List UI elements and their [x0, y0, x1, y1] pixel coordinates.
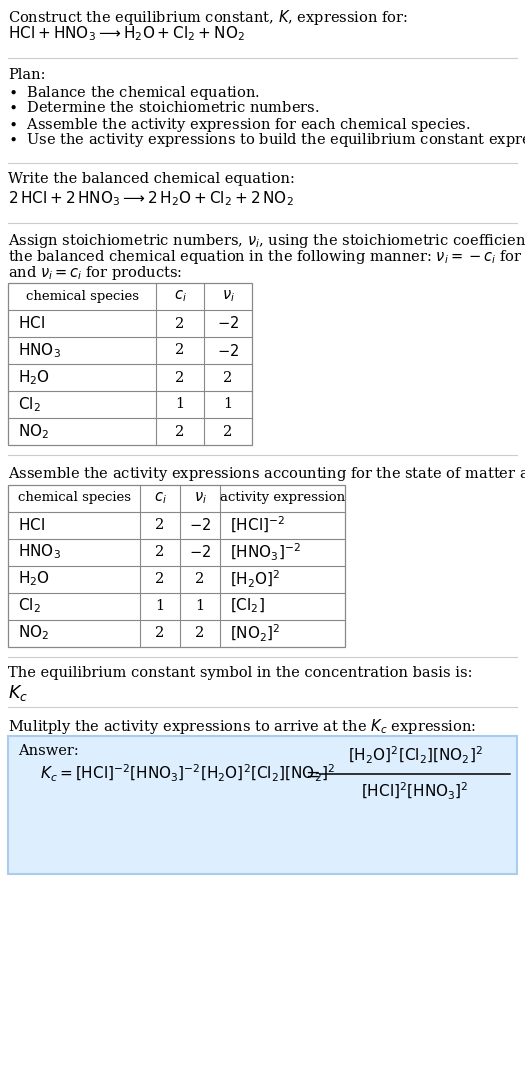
Text: chemical species: chemical species — [17, 491, 131, 504]
Text: $\mathrm{Cl_2}$: $\mathrm{Cl_2}$ — [18, 597, 41, 615]
Text: $\bullet$  Balance the chemical equation.: $\bullet$ Balance the chemical equation. — [8, 85, 260, 103]
Text: $[\mathrm{HNO_3}]^{-2}$: $[\mathrm{HNO_3}]^{-2}$ — [230, 541, 301, 563]
Text: $[\mathrm{H_2O}]^{2}$: $[\mathrm{H_2O}]^{2}$ — [230, 568, 280, 590]
Text: $[\mathrm{Cl_2}]$: $[\mathrm{Cl_2}]$ — [230, 597, 265, 615]
Text: chemical species: chemical species — [26, 290, 139, 303]
Text: $\nu_i$: $\nu_i$ — [222, 289, 235, 304]
Text: $-2$: $-2$ — [217, 316, 239, 332]
Text: $\bullet$  Determine the stoichiometric numbers.: $\bullet$ Determine the stoichiometric n… — [8, 100, 320, 114]
Text: 2: 2 — [223, 370, 233, 384]
Text: 2: 2 — [223, 425, 233, 439]
Text: Assemble the activity expressions accounting for the state of matter and $\nu_i$: Assemble the activity expressions accoun… — [8, 465, 525, 483]
Bar — [8, 736, 517, 874]
Text: 2: 2 — [155, 518, 165, 532]
Text: $\mathrm{HCl + HNO_3} \longrightarrow \mathrm{H_2O + Cl_2 + NO_2}$: $\mathrm{HCl + HNO_3} \longrightarrow \m… — [8, 25, 245, 43]
Text: 1: 1 — [195, 599, 205, 613]
Text: 2: 2 — [175, 317, 185, 331]
Text: Plan:: Plan: — [8, 68, 46, 82]
Text: The equilibrium constant symbol in the concentration basis is:: The equilibrium constant symbol in the c… — [8, 667, 472, 681]
Text: 2: 2 — [175, 370, 185, 384]
Text: $\nu_i$: $\nu_i$ — [194, 490, 206, 506]
Text: 2: 2 — [155, 572, 165, 586]
Text: $\mathrm{2\, HCl + 2\, HNO_3} \longrightarrow \mathrm{2\, H_2O + Cl_2 + 2\, NO_2: $\mathrm{2\, HCl + 2\, HNO_3} \longright… — [8, 189, 293, 208]
Text: activity expression: activity expression — [220, 491, 345, 504]
Text: $\mathrm{NO_2}$: $\mathrm{NO_2}$ — [18, 624, 49, 642]
Text: the balanced chemical equation in the following manner: $\nu_i = -c_i$ for react: the balanced chemical equation in the fo… — [8, 248, 525, 266]
Text: $c_i$: $c_i$ — [154, 490, 166, 506]
Text: 2: 2 — [175, 425, 185, 439]
Text: Write the balanced chemical equation:: Write the balanced chemical equation: — [8, 172, 295, 186]
Text: $\mathrm{NO_2}$: $\mathrm{NO_2}$ — [18, 423, 49, 441]
Text: 2: 2 — [175, 343, 185, 357]
Text: $K_c = [\mathrm{HCl}]^{-2} [\mathrm{HNO_3}]^{-2} [\mathrm{H_2O}]^{2} [\mathrm{Cl: $K_c = [\mathrm{HCl}]^{-2} [\mathrm{HNO_… — [40, 763, 335, 784]
Text: $[\mathrm{H_2O}]^{2} [\mathrm{Cl_2}] [\mathrm{NO_2}]^{2}$: $[\mathrm{H_2O}]^{2} [\mathrm{Cl_2}] [\m… — [348, 745, 482, 766]
Text: $\bullet$  Assemble the activity expression for each chemical species.: $\bullet$ Assemble the activity expressi… — [8, 116, 470, 134]
Text: Construct the equilibrium constant, $K$, expression for:: Construct the equilibrium constant, $K$,… — [8, 7, 408, 27]
Text: $[\mathrm{HCl}]^{2} [\mathrm{HNO_3}]^{2}$: $[\mathrm{HCl}]^{2} [\mathrm{HNO_3}]^{2}… — [361, 781, 469, 802]
Text: Mulitply the activity expressions to arrive at the $K_c$ expression:: Mulitply the activity expressions to arr… — [8, 717, 476, 735]
Text: $\mathrm{H_2O}$: $\mathrm{H_2O}$ — [18, 569, 50, 588]
Text: 2: 2 — [195, 626, 205, 640]
Text: $\mathrm{HCl}$: $\mathrm{HCl}$ — [18, 316, 45, 332]
Text: $\mathrm{HNO_3}$: $\mathrm{HNO_3}$ — [18, 341, 61, 360]
Text: $\mathrm{HCl}$: $\mathrm{HCl}$ — [18, 517, 45, 533]
Text: 2: 2 — [155, 545, 165, 559]
Text: $\bullet$  Use the activity expressions to build the equilibrium constant expres: $\bullet$ Use the activity expressions t… — [8, 131, 525, 149]
Text: Assign stoichiometric numbers, $\nu_i$, using the stoichiometric coefficients, $: Assign stoichiometric numbers, $\nu_i$, … — [8, 232, 525, 250]
Text: $K_c$: $K_c$ — [8, 683, 28, 703]
Text: 2: 2 — [195, 572, 205, 586]
Bar — [8, 282, 252, 445]
Text: $[\mathrm{HCl}]^{-2}$: $[\mathrm{HCl}]^{-2}$ — [230, 515, 285, 535]
Text: $-2$: $-2$ — [189, 544, 211, 560]
Text: $-2$: $-2$ — [217, 342, 239, 358]
Text: $\mathrm{H_2O}$: $\mathrm{H_2O}$ — [18, 368, 50, 387]
Text: and $\nu_i = c_i$ for products:: and $\nu_i = c_i$ for products: — [8, 263, 182, 281]
Text: 1: 1 — [155, 599, 164, 613]
Text: $[\mathrm{NO_2}]^{2}$: $[\mathrm{NO_2}]^{2}$ — [230, 623, 280, 643]
Text: $-2$: $-2$ — [189, 517, 211, 533]
Text: $\mathrm{Cl_2}$: $\mathrm{Cl_2}$ — [18, 395, 41, 414]
Text: $\mathrm{HNO_3}$: $\mathrm{HNO_3}$ — [18, 542, 61, 562]
Bar — [8, 485, 345, 646]
Text: 1: 1 — [224, 397, 233, 412]
Text: 2: 2 — [155, 626, 165, 640]
Text: 1: 1 — [175, 397, 185, 412]
Text: $c_i$: $c_i$ — [174, 289, 186, 304]
Text: $=$: $=$ — [302, 764, 320, 782]
Text: Answer:: Answer: — [18, 744, 79, 758]
